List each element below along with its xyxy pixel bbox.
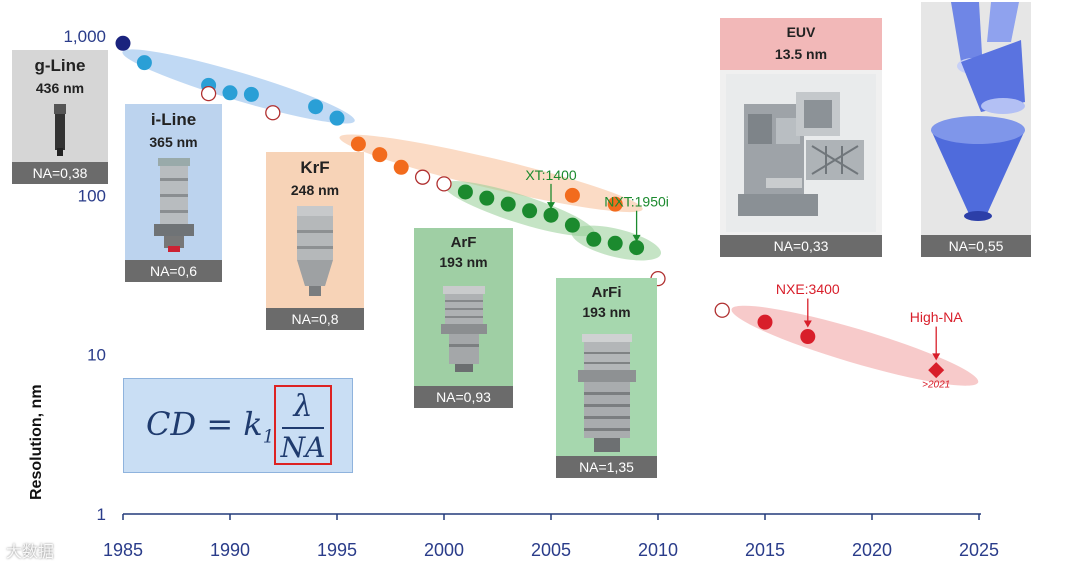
y-tick-label: 1 <box>97 505 106 524</box>
data-point <box>564 187 580 203</box>
lens-icon <box>577 334 636 452</box>
formula-subscript: 1 <box>262 426 275 448</box>
x-tick-label: 2025 <box>959 540 999 560</box>
lens-icon <box>153 158 194 252</box>
card-wavelength: 365 nm <box>149 134 198 150</box>
formula-lhs-text: CD = k <box>146 405 263 443</box>
x-tick-label: 2000 <box>424 540 464 560</box>
data-point <box>564 217 580 233</box>
card-na: NA=0,8 <box>266 308 364 330</box>
data-point <box>115 35 131 51</box>
annotation-label: High-NA <box>910 309 964 325</box>
annotation-arrowhead <box>932 353 941 361</box>
data-point <box>136 55 152 71</box>
lens-icon <box>54 104 66 156</box>
data-point <box>308 99 324 115</box>
formula-denominator: NA <box>280 431 326 464</box>
data-point <box>543 207 559 223</box>
lens-icon <box>440 286 487 372</box>
data-point <box>243 86 259 102</box>
data-point-diamond <box>928 362 945 379</box>
card-na: NA=0,38 <box>12 162 108 184</box>
annotation-label: XT:1400 <box>525 167 577 183</box>
data-point <box>607 196 623 212</box>
y-axis-label: Resolution, nm <box>28 384 45 500</box>
chart-axes: 1985 1990 1995 2000 2005 2010 2015 2020 2025 1 10 1… <box>63 27 999 560</box>
card-arfi: ArFi 193 nm NA=1,35 <box>556 278 657 478</box>
x-tick-label: 2015 <box>745 540 785 560</box>
card-high-na: NA=0,55 <box>921 2 1031 257</box>
card-na: NA=0,93 <box>414 386 513 408</box>
data-point-hollow <box>414 169 431 185</box>
data-point <box>479 190 495 206</box>
annotation-arrowhead <box>803 320 812 328</box>
y-tick-label: 10 <box>87 346 106 365</box>
lens-icon <box>297 206 333 296</box>
card-euv: EUV 13.5 nm NA=0,33 <box>720 18 882 257</box>
card-header <box>720 18 882 70</box>
card-na: NA=1,35 <box>556 456 657 478</box>
x-tick-label: 2020 <box>852 540 892 560</box>
card-wavelength: 193 nm <box>439 254 488 270</box>
card-wavelength: 193 nm <box>582 304 631 320</box>
era-ellipse <box>731 305 979 386</box>
data-point <box>372 147 388 163</box>
annotation-label: NXT:1950i <box>604 194 669 210</box>
data-point-hollow <box>714 302 730 318</box>
annotation-label: NXE:3400 <box>776 281 840 297</box>
data-point <box>222 85 238 101</box>
card-title: EUV <box>786 24 816 40</box>
data-point <box>586 231 602 247</box>
data-point-hollow <box>436 176 452 192</box>
card-wavelength: 248 nm <box>290 182 340 198</box>
data-point <box>800 329 816 345</box>
card-title: ArF <box>450 234 477 251</box>
data-point <box>500 196 516 212</box>
formula-fraction: λ NA <box>274 385 332 465</box>
y-tick-label: 100 <box>78 186 106 205</box>
card-arf: ArF 193 nm NA=0,93 <box>414 228 513 408</box>
x-tick-label: 1995 <box>317 540 357 560</box>
formula-lhs: CD = k1 <box>146 405 274 447</box>
data-point <box>757 314 773 330</box>
x-tick-label: 1985 <box>103 540 143 560</box>
card-na: NA=0,33 <box>720 235 882 257</box>
card-g-line: g-Line 436 nm NA=0,38 <box>12 50 108 184</box>
data-point <box>522 203 538 219</box>
data-point <box>329 110 345 126</box>
annotation-arrowhead <box>632 234 641 242</box>
y-tick-label: 1,000 <box>63 27 106 46</box>
watermark: 大数据 <box>6 544 55 561</box>
formula-fraction-bar <box>282 427 324 429</box>
annotation-label: >2021 <box>922 380 950 391</box>
x-tick-label: 1990 <box>210 540 250 560</box>
era-ellipse <box>122 49 355 124</box>
data-point-hollow <box>200 85 217 102</box>
data-point <box>350 136 366 152</box>
card-title: KrF <box>300 158 330 177</box>
card-wavelength: 13.5 nm <box>774 46 828 62</box>
formula-numerator: λ <box>293 389 313 424</box>
card-title: ArFi <box>591 284 622 301</box>
card-na: NA=0,55 <box>921 235 1031 257</box>
euv-machine-icon <box>726 74 876 232</box>
x-tick-label: 2010 <box>638 540 678 560</box>
card-wavelength: 436 nm <box>35 80 85 96</box>
annotation-arrowhead <box>547 202 555 210</box>
card-title: i-Line <box>150 110 197 129</box>
data-point <box>629 240 645 256</box>
card-title: g-Line <box>34 56 86 75</box>
data-point <box>607 235 623 251</box>
data-points: XT:1400 NXT:1950i NXE:3400 High-NA >2021 <box>115 35 964 391</box>
data-point <box>393 159 409 175</box>
high-na-optics-icon <box>931 2 1025 221</box>
card-na: NA=0,6 <box>125 260 222 282</box>
x-tick-label: 2005 <box>531 540 571 560</box>
card-krf: KrF 248 nm NA=0,8 <box>266 152 364 330</box>
card-i-line: i-Line 365 nm NA=0,6 <box>125 104 222 282</box>
data-point-hollow <box>265 105 281 121</box>
resolution-formula: CD = k1 λ NA <box>123 378 353 473</box>
data-point <box>457 184 473 200</box>
